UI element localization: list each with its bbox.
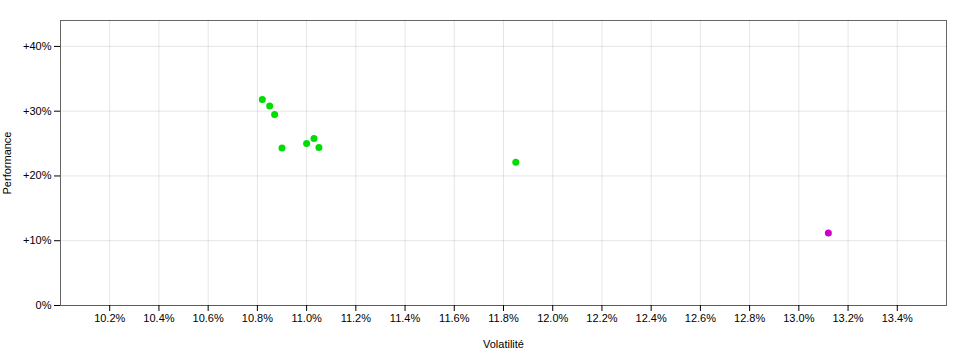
svg-text:11.8%: 11.8% bbox=[488, 312, 519, 324]
svg-text:13.4%: 13.4% bbox=[882, 312, 913, 324]
svg-text:10.4%: 10.4% bbox=[143, 312, 174, 324]
svg-text:+20%: +20% bbox=[23, 169, 52, 181]
svg-text:12.4%: 12.4% bbox=[636, 312, 667, 324]
svg-text:Performance: Performance bbox=[1, 132, 13, 195]
svg-text:10.8%: 10.8% bbox=[242, 312, 273, 324]
svg-text:13.0%: 13.0% bbox=[783, 312, 814, 324]
svg-text:12.2%: 12.2% bbox=[586, 312, 617, 324]
svg-text:10.6%: 10.6% bbox=[193, 312, 224, 324]
svg-text:11.2%: 11.2% bbox=[341, 312, 372, 324]
svg-text:11.4%: 11.4% bbox=[390, 312, 421, 324]
svg-text:12.0%: 12.0% bbox=[537, 312, 568, 324]
svg-text:12.6%: 12.6% bbox=[685, 312, 716, 324]
svg-text:11.6%: 11.6% bbox=[439, 312, 470, 324]
svg-text:Volatilité: Volatilité bbox=[483, 338, 524, 350]
svg-text:0%: 0% bbox=[36, 299, 52, 311]
svg-text:12.8%: 12.8% bbox=[734, 312, 765, 324]
svg-text:11.0%: 11.0% bbox=[291, 312, 322, 324]
svg-text:13.2%: 13.2% bbox=[832, 312, 863, 324]
svg-text:+40%: +40% bbox=[23, 40, 52, 52]
svg-text:10.2%: 10.2% bbox=[94, 312, 125, 324]
svg-text:+10%: +10% bbox=[23, 234, 52, 246]
svg-text:+30%: +30% bbox=[23, 105, 52, 117]
